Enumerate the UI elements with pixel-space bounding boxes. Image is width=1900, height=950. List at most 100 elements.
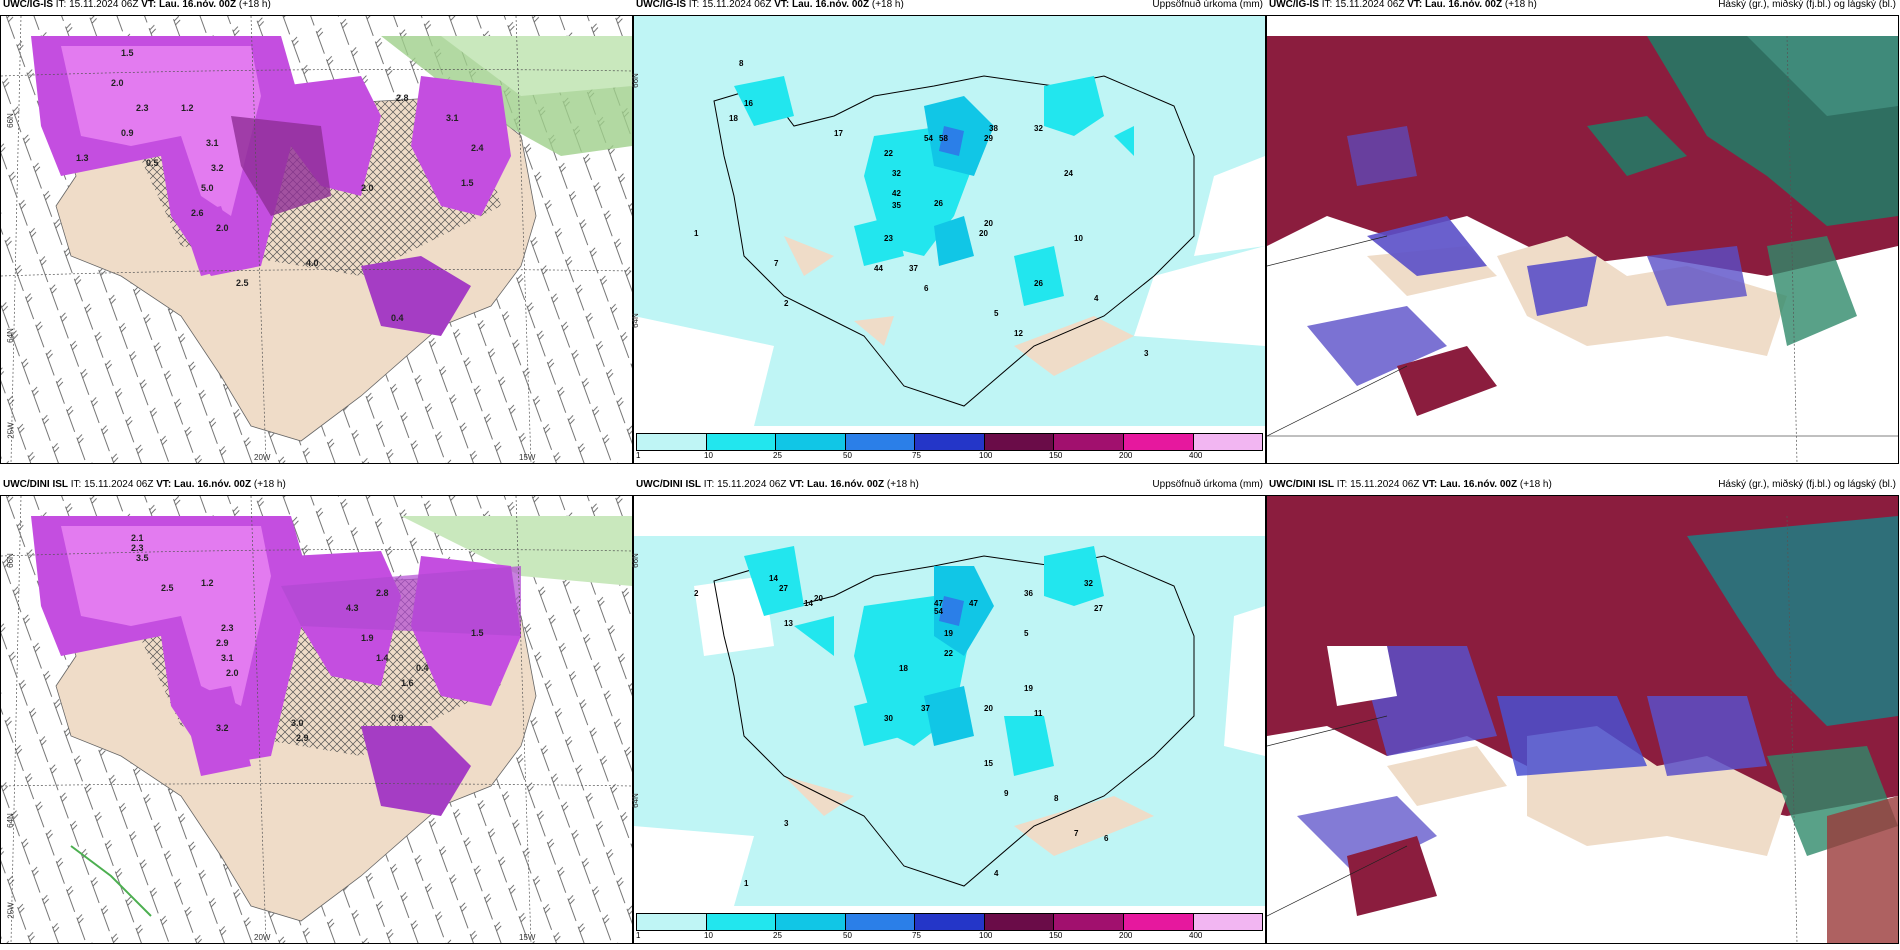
precip-value-label: 2.8 (376, 588, 389, 598)
corner-label-25w: 25W (6, 902, 16, 919)
colorbar-segment (915, 434, 985, 450)
precip-value-label: 29 (984, 134, 993, 143)
panel-top-middle-accum-precip: UWC/IG-IS IT: 15.11.2024 06Z VT: Lau. 16… (630, 0, 1266, 464)
precip-value-label: 0.4 (416, 663, 429, 673)
colorbar-tick: 200 (1119, 931, 1133, 940)
panel-header: UWC/IG-IS IT: 15.11.2024 06Z VT: Lau. 16… (1269, 0, 1896, 10)
colorbar-tick: 150 (1049, 931, 1063, 940)
precip-value-label: 20 (984, 704, 993, 713)
precip-value-label: 2.0 (361, 183, 374, 193)
precip-value-label: 26 (1034, 279, 1043, 288)
precip-value-label: 19 (1024, 684, 1033, 693)
precip-value-label: 12 (1014, 329, 1023, 338)
lon-label-15w: 15W (519, 453, 536, 462)
precip-value-label: 2.3 (136, 103, 149, 113)
lat-label-64n: 64N (630, 313, 640, 328)
precip-value-label: 44 (874, 264, 883, 273)
colorbar (636, 433, 1263, 451)
precip-value-label: 2.8 (396, 93, 409, 103)
precip-value-label: 1.5 (121, 48, 134, 58)
precip-value-label: 4.3 (346, 603, 359, 613)
precip-value-label: 1.5 (471, 628, 484, 638)
colorbar-segment (1193, 914, 1263, 930)
precip-value-label: 18 (729, 114, 738, 123)
colorbar-tick: 75 (912, 931, 921, 940)
precip-value-label: 38 (989, 124, 998, 133)
panel-title: Háský (gr.), miðský (fj.bl.) og lágský (… (1718, 479, 1896, 490)
precip-value-label: 7 (1074, 829, 1079, 838)
precip-value-label: 13 (784, 619, 793, 628)
panel-bottom-right-cloud-cover: UWC/DINI ISL IT: 15.11.2024 06Z VT: Lau.… (1266, 479, 1899, 944)
colorbar-tick: 100 (979, 451, 993, 460)
colorbar-segment (845, 434, 916, 450)
precip-value-label: 2.3 (131, 543, 144, 553)
precip-value-label: 35 (892, 201, 901, 210)
precip-value-label: 0.9 (391, 713, 404, 723)
precip-value-label: 18 (899, 664, 908, 673)
precip-type-map[interactable]: 1.5 2.0 2.3 1.2 3.1 3.2 5.0 2.6 2.0 4.0 2.8 2.0 3.1 2… (1, 16, 632, 463)
iceland-coastline (713, 555, 1195, 887)
precip-value-label: 0.9 (121, 128, 134, 138)
precip-value-label: 26 (934, 199, 943, 208)
precip-value-label: 5 (1024, 629, 1029, 638)
precip-value-label: 4.0 (306, 258, 319, 268)
precip-value-label: 20 (984, 219, 993, 228)
colorbar-segment (637, 434, 707, 450)
colorbar-segment (706, 914, 777, 930)
precip-value-label: 47 (934, 599, 943, 608)
precip-value-label: 3.1 (206, 138, 219, 148)
precip-value-label: 2 (694, 589, 699, 598)
lon-label-20w: 20W (254, 933, 271, 942)
cloud-cover-map[interactable] (1267, 496, 1898, 943)
colorbar-segment (637, 914, 707, 930)
precip-value-label: 58 (939, 134, 948, 143)
panel-header: UWC/IG-IS IT: 15.11.2024 06Z VT: Lau. 16… (636, 0, 1263, 10)
precip-value-label: 24 (1064, 169, 1073, 178)
precip-value-label: 3.1 (446, 113, 459, 123)
precip-value-label: 4 (994, 869, 999, 878)
precip-value-label: 8 (739, 59, 744, 68)
cloud-cover-map[interactable] (1267, 16, 1898, 463)
colorbar-tick: 75 (912, 451, 921, 460)
precip-value-label: 1.2 (181, 103, 194, 113)
precip-value-label: 2.0 (226, 668, 239, 678)
colorbar-tick: 50 (843, 451, 852, 460)
precip-value-label: 2.5 (161, 583, 174, 593)
colorbar-segment (1193, 434, 1263, 450)
precip-value-label: 19 (944, 629, 953, 638)
precip-value-label: 2.9 (216, 638, 229, 648)
precip-value-label: 3.2 (216, 723, 229, 733)
colorbar-tick: 1 (636, 451, 641, 460)
precip-value-label: 15 (984, 759, 993, 768)
precip-value-label: 5.0 (201, 183, 214, 193)
precip-value-label: 2.4 (471, 143, 484, 153)
precip-type-map[interactable]: 2.12.33.52.5 1.22.32.93.12.03.2 3.02.94.32… (1, 496, 632, 943)
precip-value-label: 54 (934, 607, 943, 616)
panel-header: UWC/DINI ISL IT: 15.11.2024 06Z VT: Lau.… (636, 479, 1263, 490)
precip-value-label: 37 (909, 264, 918, 273)
precip-value-label: 32 (1034, 124, 1043, 133)
panel-bottom-left-precip-type: UWC/DINI ISL IT: 15.11.2024 06Z VT: Lau.… (0, 479, 633, 944)
precip-value-label: 3.1 (221, 653, 234, 663)
precip-value-label: 8 (1054, 794, 1059, 803)
colorbar-segment (706, 434, 777, 450)
colorbar-segment (776, 914, 846, 930)
precip-value-label: 1.2 (201, 578, 214, 588)
precip-value-label: 3.0 (291, 718, 304, 728)
lat-label-66n: 66N (630, 73, 640, 88)
model-name: UWC/DINI ISL (3, 479, 68, 490)
precip-value-label: 2.0 (216, 223, 229, 233)
precip-value-label: 1.4 (376, 653, 389, 663)
colorbar-segment (1123, 914, 1194, 930)
precip-value-label: 3 (1144, 349, 1149, 358)
panel-top-right-cloud-cover: UWC/IG-IS IT: 15.11.2024 06Z VT: Lau. 16… (1266, 0, 1899, 464)
panel-title: Uppsöfnuð úrkoma (mm) (1152, 0, 1263, 10)
colorbar-tick: 400 (1189, 451, 1203, 460)
precip-value-label: 14 (769, 574, 778, 583)
precip-value-label: 11 (1034, 709, 1043, 718)
panel-title: Háský (gr.), miðský (fj.bl.) og lágský (… (1718, 0, 1896, 10)
precip-value-label: 3.2 (211, 163, 224, 173)
precip-value-label: 2.5 (236, 278, 249, 288)
